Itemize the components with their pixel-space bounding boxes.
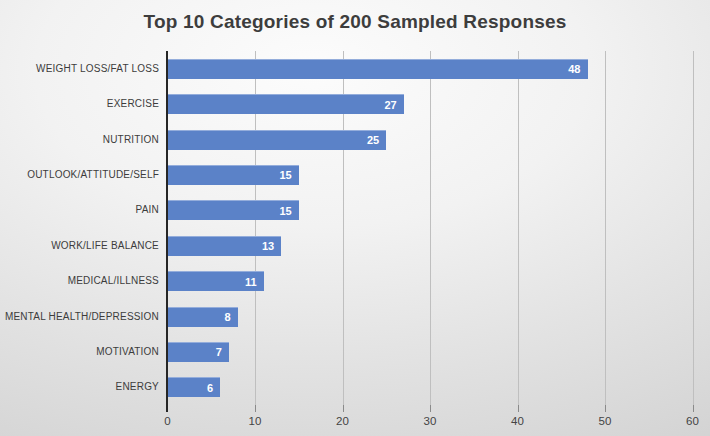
category-label: NUTRITION xyxy=(0,134,159,146)
category-label: MEDICAL/ILLNESS xyxy=(0,275,159,287)
category-label: MENTAL HEALTH/DEPRESSION xyxy=(0,311,159,323)
value-label: 11 xyxy=(245,272,257,291)
bar: 48 xyxy=(168,59,588,79)
value-label: 27 xyxy=(385,95,397,114)
gridline-50 xyxy=(605,51,606,405)
value-label: 15 xyxy=(280,201,292,220)
bar-chart: Top 10 Categories of 200 Sampled Respons… xyxy=(0,0,710,436)
bar: 25 xyxy=(168,130,387,150)
value-label: 6 xyxy=(207,378,213,397)
x-axis-tick xyxy=(343,405,344,412)
x-axis-tick-label: 60 xyxy=(686,415,699,427)
x-axis-tick-label: 40 xyxy=(511,415,524,427)
value-label: 8 xyxy=(224,308,230,327)
bar: 13 xyxy=(168,236,282,256)
x-axis-tick-label: 50 xyxy=(599,415,612,427)
bar: 7 xyxy=(168,342,229,362)
category-label: WEIGHT LOSS/FAT LOSS xyxy=(0,63,159,75)
category-label: OUTLOOK/ATTITUDE/SELF xyxy=(0,169,159,181)
gridline-60 xyxy=(693,51,694,405)
x-axis-tick xyxy=(518,405,519,412)
bar: 6 xyxy=(168,377,221,397)
bar: 27 xyxy=(168,94,404,114)
x-axis-tick-label: 10 xyxy=(249,415,262,427)
gridline-30 xyxy=(430,51,431,405)
category-label: WORK/LIFE BALANCE xyxy=(0,240,159,252)
value-label: 25 xyxy=(367,131,379,150)
bar: 11 xyxy=(168,271,264,291)
category-label: MOTIVATION xyxy=(0,346,159,358)
value-label: 15 xyxy=(280,166,292,185)
chart-title: Top 10 Categories of 200 Sampled Respons… xyxy=(0,11,710,33)
value-label: 13 xyxy=(262,237,274,256)
category-label: EXERCISE xyxy=(0,98,159,110)
x-axis-tick xyxy=(693,405,694,412)
bar: 15 xyxy=(168,200,299,220)
x-axis-tick-label: 30 xyxy=(424,415,437,427)
bar: 8 xyxy=(168,307,238,327)
x-axis-tick-label: 20 xyxy=(336,415,349,427)
category-label: ENERGY xyxy=(0,381,159,393)
x-axis-tick xyxy=(430,405,431,412)
x-axis-tick xyxy=(605,405,606,412)
x-axis-tick xyxy=(255,405,256,412)
value-label: 48 xyxy=(568,60,580,79)
y-axis-line xyxy=(166,51,168,412)
gridline-40 xyxy=(518,51,519,405)
value-label: 7 xyxy=(216,343,222,362)
x-axis-tick-label: 0 xyxy=(164,415,170,427)
category-label: PAIN xyxy=(0,204,159,216)
bar: 15 xyxy=(168,165,299,185)
